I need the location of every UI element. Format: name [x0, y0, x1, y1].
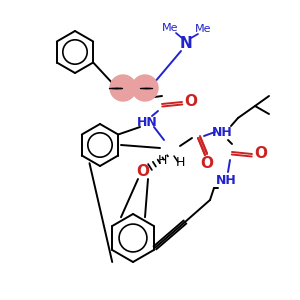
Text: O: O	[184, 94, 197, 110]
Text: O: O	[254, 146, 268, 161]
Text: N: N	[180, 37, 192, 52]
Text: H: H	[157, 154, 167, 166]
Text: NH: NH	[216, 173, 236, 187]
Text: NH: NH	[212, 125, 233, 139]
Circle shape	[132, 75, 158, 101]
Text: HN: HN	[136, 116, 158, 128]
Circle shape	[110, 75, 136, 101]
Text: O: O	[200, 155, 214, 170]
Text: Me: Me	[195, 24, 211, 34]
Text: H: H	[175, 155, 185, 169]
Text: Me: Me	[162, 23, 178, 33]
Text: O: O	[136, 164, 149, 179]
